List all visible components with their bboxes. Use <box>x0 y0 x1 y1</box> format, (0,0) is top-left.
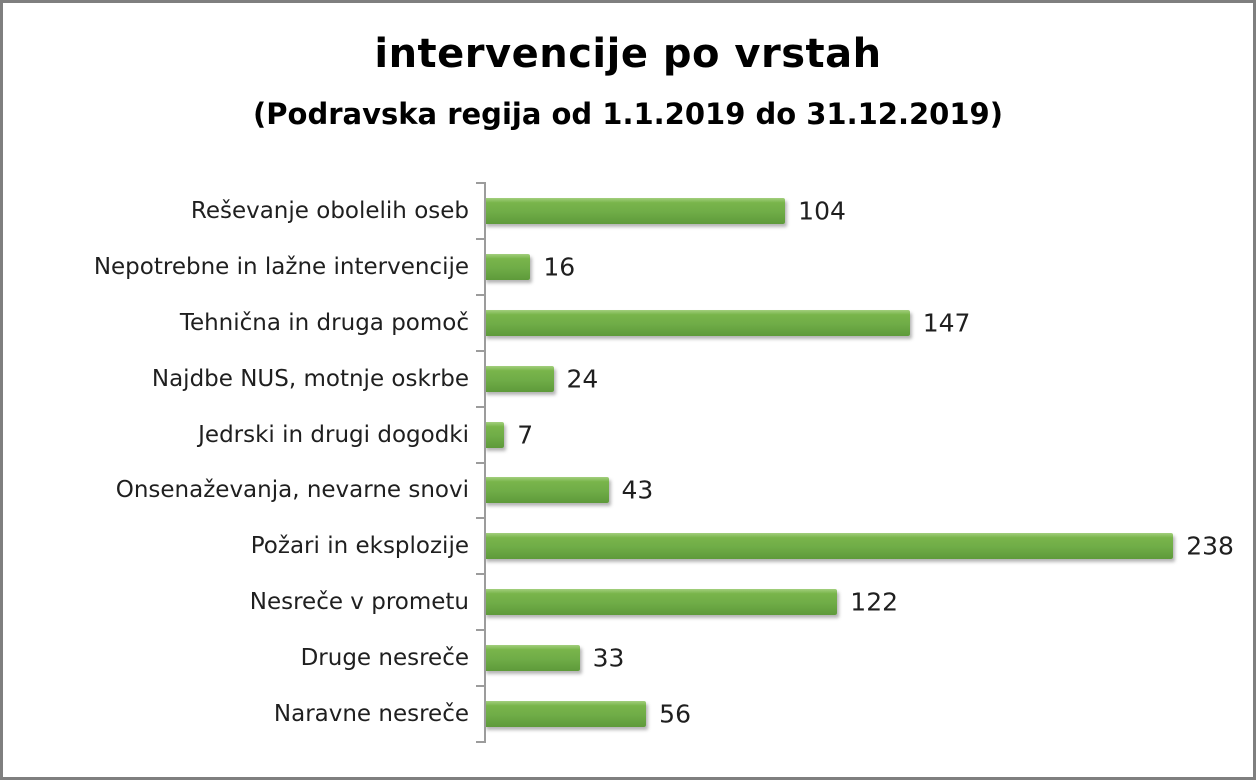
bar-track: 238 <box>484 518 1234 574</box>
chart-row: Druge nesreče 33 <box>3 630 1253 686</box>
bar <box>484 365 554 392</box>
chart-row: Tehnična in druga pomoč 147 <box>3 295 1253 351</box>
bar-track: 147 <box>484 295 1208 351</box>
bar-track: 56 <box>484 686 1208 742</box>
bar <box>484 421 505 448</box>
category-label: Požari in eksplozije <box>250 533 469 560</box>
category-label: Druge nesreče <box>300 645 469 672</box>
value-label: 43 <box>621 475 654 505</box>
chart-row: Jedrski in drugi dogodki 7 <box>3 407 1253 463</box>
value-label: 104 <box>798 196 846 226</box>
value-label: 33 <box>592 643 625 673</box>
bar <box>484 253 531 280</box>
value-label: 147 <box>922 308 971 338</box>
chart-row: Onsenaževanja, nevarne snovi 43 <box>3 463 1253 519</box>
axis-tick <box>476 349 486 352</box>
bar <box>484 197 786 224</box>
value-label: 238 <box>1186 531 1234 561</box>
category-label: Nesreče v prometu <box>249 589 469 616</box>
chart-row: Nepotrebne in lažne intervencije 16 <box>3 239 1253 295</box>
chart-subtitle: (Podravska regija od 1.1.2019 do 31.12.2… <box>253 97 1003 131</box>
bar <box>484 533 1174 560</box>
bar <box>484 701 647 728</box>
axis-tick <box>476 741 486 743</box>
value-label: 7 <box>517 420 534 450</box>
bar-track: 16 <box>484 239 1208 295</box>
chart-row: Nesreče v prometu 122 <box>3 574 1253 630</box>
axis-tick <box>476 182 486 184</box>
chart-row: Najdbe NUS, motnje oskrbe 24 <box>3 351 1253 407</box>
bar <box>484 589 838 616</box>
axis-tick <box>476 405 486 408</box>
category-label: Tehnična in druga pomoč <box>179 309 469 336</box>
bar-track: 43 <box>484 463 1208 519</box>
bar-track: 7 <box>484 407 1208 463</box>
bar-track: 33 <box>484 630 1208 686</box>
bar <box>484 477 609 504</box>
axis-tick <box>476 573 486 576</box>
axis-tick <box>476 237 486 240</box>
axis-tick <box>476 293 486 296</box>
axis-tick <box>476 517 486 520</box>
value-label: 16 <box>543 252 576 282</box>
category-label: Najdbe NUS, motnje oskrbe <box>151 365 469 392</box>
axis-tick <box>476 629 486 632</box>
chart-row: Požari in eksplozije 238 <box>3 518 1253 574</box>
value-label: 24 <box>566 364 599 394</box>
bar-track: 24 <box>484 351 1208 407</box>
axis-tick <box>476 685 486 688</box>
chart-row: Naravne nesreče 56 <box>3 686 1253 742</box>
value-label: 56 <box>659 699 691 729</box>
axis-tick <box>476 461 486 464</box>
category-label: Onsenaževanja, nevarne snovi <box>115 477 469 504</box>
chart-rows: Reševanje obolelih oseb 104 Nepotrebne in … <box>3 183 1253 742</box>
bar <box>484 645 580 672</box>
bar-track: 122 <box>484 574 1208 630</box>
category-label: Reševanje obolelih oseb <box>190 197 469 224</box>
bar <box>484 309 910 336</box>
value-label: 122 <box>850 587 899 617</box>
category-label: Jedrski in drugi dogodki <box>198 421 469 448</box>
chart-row: Reševanje obolelih oseb 104 <box>3 183 1253 239</box>
category-label: Naravne nesreče <box>273 701 469 728</box>
plot-area: Reševanje obolelih oseb 104 Nepotrebne in … <box>3 182 1253 743</box>
bar-track: 104 <box>484 183 1208 239</box>
chart-title: intervencije po vrstah <box>374 31 882 77</box>
category-label: Nepotrebne in lažne intervencije <box>93 253 469 280</box>
